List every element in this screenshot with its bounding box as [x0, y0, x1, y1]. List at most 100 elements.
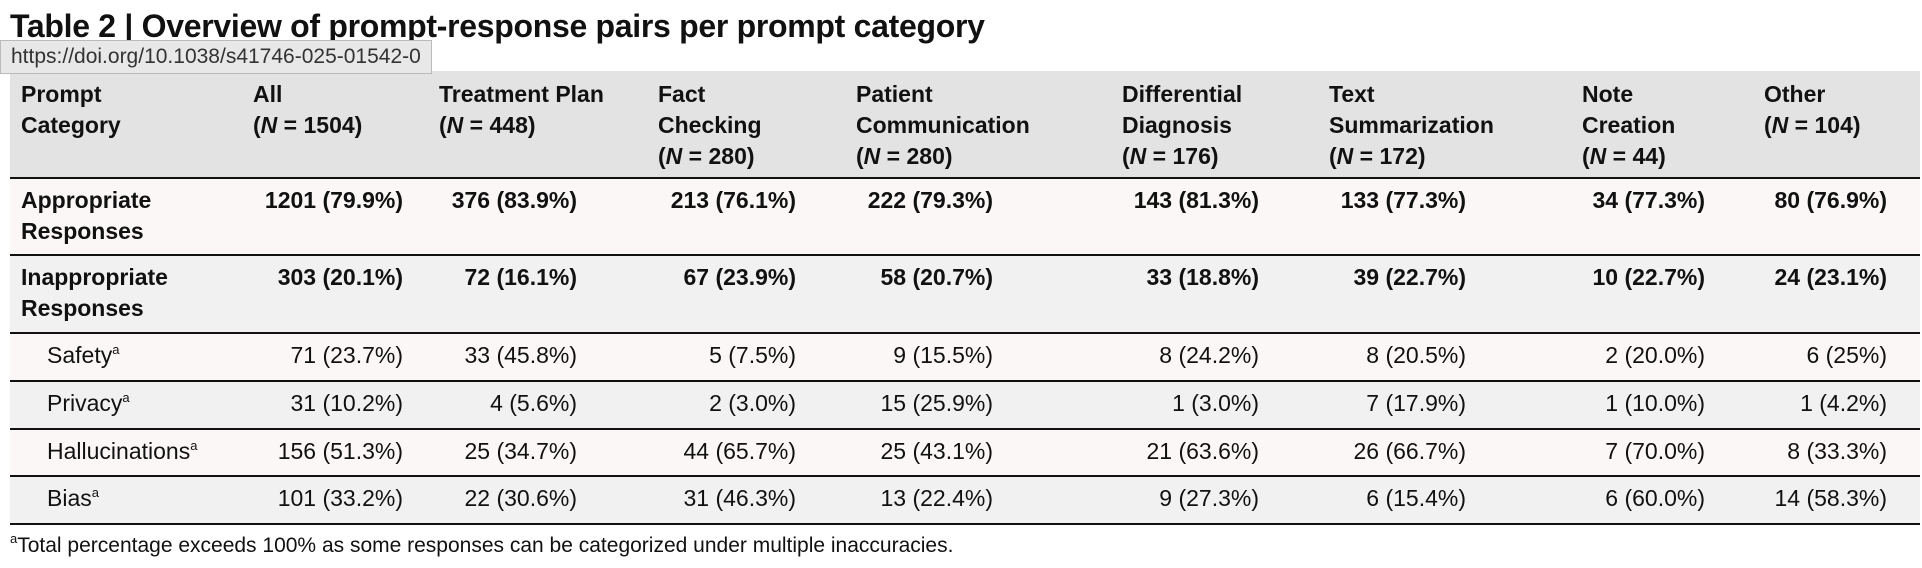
data-cell: 72 (16.1%)	[464, 264, 577, 290]
header-count: (N = 280)	[658, 143, 755, 169]
data-cell: 14 (58.3%)	[1774, 485, 1887, 511]
data-cell: 1 (10.0%)	[1605, 390, 1705, 416]
header-count: (N = 1504)	[253, 112, 363, 138]
header-count: (N = 280)	[856, 143, 953, 169]
header-text: Prompt	[21, 81, 102, 107]
data-cell: 9 (15.5%)	[893, 342, 993, 368]
table-row: Biasa 101 (33.2%) 22 (30.6%) 31 (46.3%) 13 (…	[10, 477, 1920, 525]
data-cell: 303 (20.1%)	[277, 264, 403, 290]
table: Prompt Category All (N = 1504) Treatment Pla…	[10, 71, 1920, 525]
data-cell: 10 (22.7%)	[1592, 264, 1705, 290]
footnote-mark: a	[10, 531, 18, 546]
data-cell: 7 (70.0%)	[1605, 438, 1705, 464]
row-label-text: Privacya	[47, 388, 130, 419]
data-cell: 8 (20.5%)	[1366, 342, 1466, 368]
data-cell: 1201 (79.9%)	[264, 187, 403, 213]
header-cell: Text Summarization (N = 172)	[1329, 79, 1494, 172]
header-text: Text	[1329, 81, 1375, 107]
header-cell: Fact Checking (N = 280)	[658, 79, 762, 172]
header-text: All	[253, 81, 283, 107]
header-count: (N = 176)	[1122, 143, 1219, 169]
data-cell: 376 (83.9%)	[451, 187, 577, 213]
data-cell: 6 (15.4%)	[1366, 485, 1466, 511]
data-cell: 33 (45.8%)	[464, 342, 577, 368]
header-cell: Patient Communication (N = 280)	[856, 79, 1030, 172]
row-label-text: Hallucinationsa	[47, 436, 197, 467]
table-title: Table 2 | Overview of prompt-response pa…	[10, 8, 985, 44]
row-label-text: Safetya	[47, 340, 119, 371]
header-text: Note	[1582, 81, 1634, 107]
data-cell: 71 (23.7%)	[290, 342, 403, 368]
header-cell: Note Creation (N = 44)	[1582, 79, 1675, 172]
data-cell: 15 (25.9%)	[880, 390, 993, 416]
row-label: Appropriate Responses	[21, 185, 151, 247]
row-label-text: Inappropriate	[21, 262, 168, 293]
data-cell: 24 (23.1%)	[1774, 264, 1887, 290]
row-label-text: Biasa	[47, 483, 99, 514]
table-row: Safetya 71 (23.7%) 33 (45.8%) 5 (7.5%) 9 (15…	[10, 334, 1920, 382]
header-count: (N = 172)	[1329, 143, 1426, 169]
data-cell: 21 (63.6%)	[1146, 438, 1259, 464]
data-cell: 31 (46.3%)	[683, 485, 796, 511]
data-cell: 39 (22.7%)	[1353, 264, 1466, 290]
table-row: Hallucinationsa 156 (51.3%) 25 (34.7%) 44 (…	[10, 430, 1920, 477]
data-cell: 58 (20.7%)	[880, 264, 993, 290]
header-text: Communication	[856, 112, 1030, 138]
data-cell: 31 (10.2%)	[290, 390, 403, 416]
header-cell: All (N = 1504)	[253, 79, 362, 141]
header-cell: Prompt Category	[21, 79, 121, 141]
row-label-text: Responses	[21, 216, 151, 247]
data-cell: 67 (23.9%)	[683, 264, 796, 290]
header-text: Other	[1764, 81, 1826, 107]
data-cell: 213 (76.1%)	[670, 187, 796, 213]
data-cell: 8 (33.3%)	[1787, 438, 1887, 464]
header-text: Creation	[1582, 112, 1676, 138]
header-text: Treatment Plan	[439, 81, 604, 107]
row-label-text: Responses	[21, 293, 168, 324]
data-cell: 5 (7.5%)	[709, 342, 796, 368]
header-count: (N = 104)	[1764, 112, 1861, 138]
table-row: Inappropriate Responses 303 (20.1%) 72 (16.…	[10, 256, 1920, 334]
data-cell: 22 (30.6%)	[464, 485, 577, 511]
row-label-line: Safety	[47, 342, 113, 368]
table-row: Privacya 31 (10.2%) 4 (5.6%) 2 (3.0%) 15 (25…	[10, 382, 1920, 430]
header-cell: Other (N = 104)	[1764, 79, 1861, 141]
data-cell: 1 (3.0%)	[1172, 390, 1259, 416]
data-cell: 8 (24.2%)	[1159, 342, 1259, 368]
header-text: Patient	[856, 81, 933, 107]
row-label-line: Appropriate	[21, 187, 152, 213]
data-cell: 156 (51.3%)	[277, 438, 403, 464]
data-cell: 80 (76.9%)	[1774, 187, 1887, 213]
header-count: (N = 44)	[1582, 143, 1666, 169]
header-text: Checking	[658, 112, 762, 138]
data-cell: 34 (77.3%)	[1592, 187, 1705, 213]
data-cell: 6 (25%)	[1806, 342, 1887, 368]
header-row: Prompt Category All (N = 1504) Treatment Pla…	[10, 71, 1920, 179]
row-label-line: Responses	[21, 295, 144, 321]
data-cell: 2 (20.0%)	[1605, 342, 1705, 368]
row-label-line: Hallucinations	[47, 438, 191, 464]
header-text: Category	[21, 112, 121, 138]
row-label: Inappropriate Responses	[21, 262, 168, 324]
data-cell: 25 (43.1%)	[880, 438, 993, 464]
data-cell: 9 (27.3%)	[1159, 485, 1259, 511]
header-count: (N = 448)	[439, 112, 536, 138]
data-cell: 101 (33.2%)	[277, 485, 403, 511]
row-label: Biasa	[47, 483, 99, 514]
row-label-line: Inappropriate	[21, 264, 168, 290]
footnote-ref: a	[91, 485, 99, 500]
footnote: aTotal percentage exceeds 100% as some r…	[10, 531, 953, 558]
header-text: Differential	[1122, 81, 1243, 107]
data-cell: 4 (5.6%)	[490, 390, 577, 416]
data-cell: 133 (77.3%)	[1340, 187, 1466, 213]
data-cell: 13 (22.4%)	[880, 485, 993, 511]
footnote-ref: a	[122, 390, 130, 405]
row-label-line: Bias	[47, 485, 92, 511]
data-cell: 7 (17.9%)	[1366, 390, 1466, 416]
data-cell: 25 (34.7%)	[464, 438, 577, 464]
data-cell: 6 (60.0%)	[1605, 485, 1705, 511]
row-label-text: Appropriate	[21, 185, 151, 216]
data-cell: 222 (79.3%)	[867, 187, 993, 213]
row-label: Privacya	[47, 388, 130, 419]
